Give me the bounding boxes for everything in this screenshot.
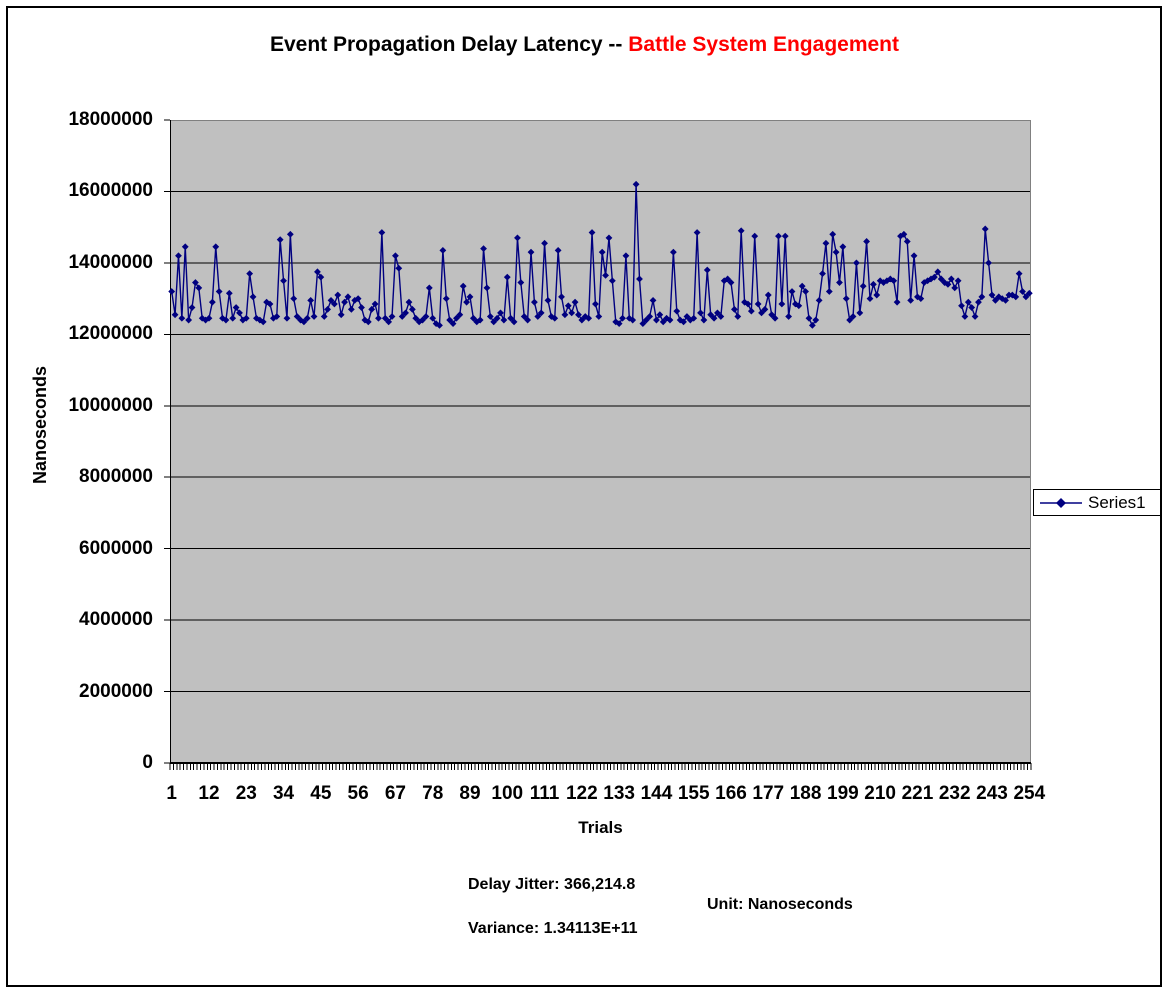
x-tick-label: 100: [491, 783, 524, 804]
y-tick-label: 6000000: [79, 537, 153, 559]
legend-series-label: Series1: [1088, 492, 1146, 512]
legend[interactable]: Series1: [1033, 489, 1161, 516]
x-tick-label: 56: [347, 783, 369, 804]
y-tick-label: 4000000: [79, 609, 153, 631]
series-line-marker-icon: [1040, 497, 1082, 508]
delay-jitter-text: Delay Jitter: 366,214.8: [468, 876, 636, 893]
x-tick-label: 122: [565, 783, 598, 804]
x-tick-label: 89: [459, 783, 481, 804]
x-tick-label: 133: [603, 783, 635, 804]
x-tick-label: 232: [938, 783, 971, 804]
y-tick-label: 8000000: [79, 466, 153, 488]
x-tick-label: 12: [198, 783, 220, 804]
y-tick-label: 14000000: [68, 251, 153, 273]
x-tick-label: 78: [422, 783, 444, 804]
x-tick-label: 67: [384, 783, 406, 804]
plot-area[interactable]: [164, 119, 1033, 770]
y-tick-label: 0: [142, 752, 153, 773]
x-tick-label: 34: [272, 783, 295, 804]
y-tick-label: 12000000: [68, 323, 153, 345]
unit-text: Unit: Nanoseconds: [707, 896, 853, 913]
x-tick-label: 111: [529, 783, 560, 804]
x-tick-label: 221: [901, 783, 934, 804]
chart-title-main: Event Propagation Delay Latency --: [269, 33, 629, 56]
x-tick-label: 1: [166, 783, 177, 804]
y-tick-label: 10000000: [68, 394, 153, 416]
x-tick-label: 155: [677, 783, 710, 804]
variance-text: Variance: 1.34113E+11: [468, 920, 638, 937]
x-tick-label: 144: [640, 783, 673, 804]
outer-border: [6, 6, 1162, 987]
x-tick-label: 210: [864, 783, 896, 804]
x-axis-title: Trials: [578, 818, 623, 837]
y-tick-label: 2000000: [79, 680, 153, 702]
y-tick-label: 18000000: [68, 109, 153, 130]
x-tick-label: 166: [715, 783, 747, 804]
x-tick-label: 177: [752, 783, 785, 804]
x-tick-label: 188: [789, 783, 822, 804]
x-tick-label: 23: [235, 783, 257, 804]
x-tick-label: 45: [310, 783, 332, 804]
x-tick-label: 254: [1013, 783, 1046, 804]
x-tick-label: 199: [827, 783, 859, 804]
chart-title-highlight: Battle System Engagement: [628, 33, 899, 56]
y-tick-label: 16000000: [68, 180, 153, 202]
chart-title: Event Propagation Delay Latency -- Battl…: [0, 33, 1169, 57]
x-tick-label: 243: [976, 783, 1008, 804]
